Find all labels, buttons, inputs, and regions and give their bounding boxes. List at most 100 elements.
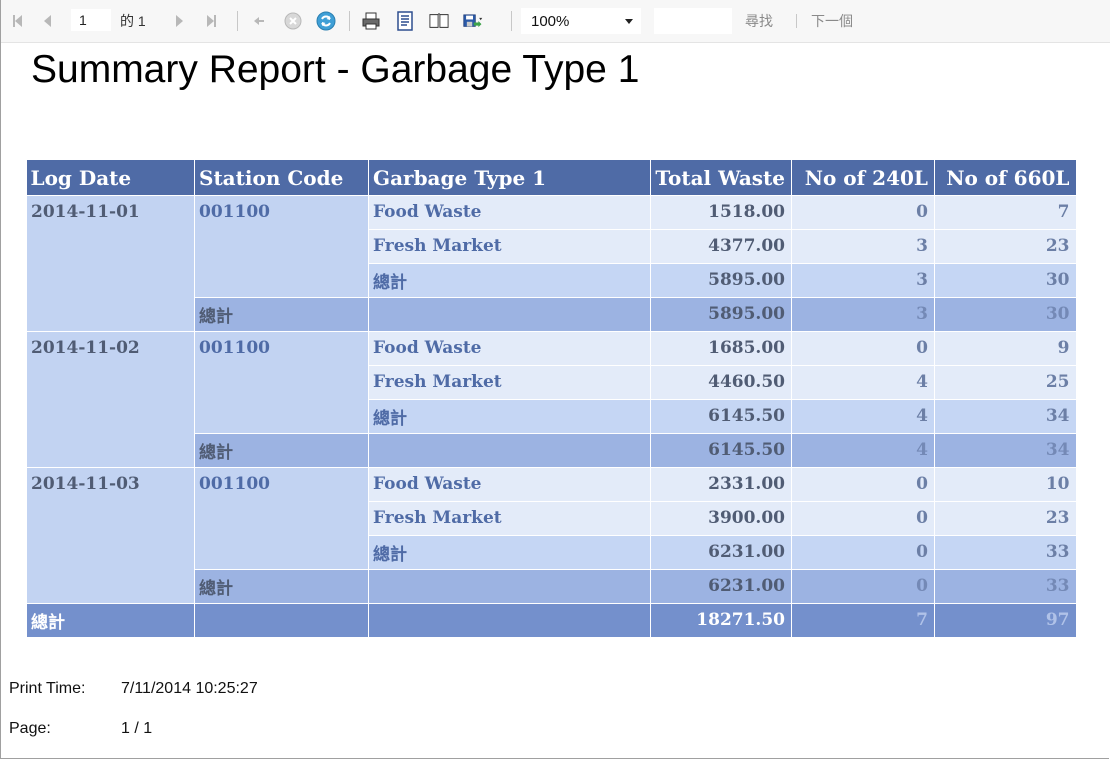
- no-240l-cell: 0: [791, 194, 935, 229]
- type-subtotal-row: 總計 6145.50 4 34: [27, 398, 1076, 433]
- station-code-cell: 001100: [194, 466, 369, 569]
- print-time-label: Print Time:: [9, 680, 86, 697]
- last-page-button[interactable]: [201, 0, 221, 42]
- total-waste-cell: 1685.00: [650, 330, 792, 365]
- total-pages: 1: [137, 13, 146, 29]
- no-660l-cell: 23: [934, 500, 1076, 535]
- print-icon: [361, 11, 381, 31]
- table-row: 2014-11-03 001100 Food Waste 2331.00 0 1…: [26, 466, 1076, 603]
- current-page-input[interactable]: [71, 9, 111, 31]
- back-button[interactable]: [249, 0, 269, 42]
- page-info: Page: 1 / 1: [9, 720, 152, 738]
- total-waste-cell: 3900.00: [650, 500, 792, 535]
- chevron-down-icon: [625, 19, 633, 24]
- report-title: Summary Report - Garbage Type 1: [31, 48, 640, 91]
- print-layout-icon: [395, 11, 415, 31]
- export-button[interactable]: [463, 0, 483, 42]
- subtotal-no-240l: 4: [791, 398, 935, 433]
- find-link[interactable]: 尋找: [745, 13, 773, 29]
- type-subtotal-row: 總計 5895.00 3 30: [27, 262, 1076, 297]
- no-240l-cell: 0: [791, 330, 935, 365]
- zoom-value: 100%: [531, 12, 570, 30]
- next-link[interactable]: 下一個: [811, 13, 853, 29]
- grand-total-no-240l: 7: [791, 602, 935, 637]
- station-subtotal-no-660l: 30: [934, 296, 1076, 331]
- no-240l-cell: 0: [791, 466, 935, 501]
- station-subtotal-total-waste: 5895.00: [650, 296, 792, 331]
- total-waste-cell: 2331.00: [650, 466, 792, 501]
- station-code-cell: 001100: [194, 194, 369, 297]
- page-value: 1 / 1: [121, 720, 153, 737]
- export-icon: [463, 11, 483, 31]
- station-subtotal-no-240l: 4: [791, 432, 935, 467]
- station-subtotal-no-660l: 33: [934, 568, 1076, 603]
- no-660l-cell: 7: [934, 194, 1076, 229]
- station-subtotal-no-240l: 0: [791, 568, 935, 603]
- refresh-button[interactable]: [316, 0, 336, 42]
- prev-page-button[interactable]: [37, 0, 57, 42]
- subtotal-no-240l: 3: [791, 262, 935, 297]
- last-page-icon: [201, 11, 221, 31]
- subtotal-no-660l: 33: [934, 534, 1076, 569]
- garbage-type-cell: Fresh Market: [368, 500, 651, 535]
- first-page-button[interactable]: [7, 0, 27, 42]
- grand-total-waste: 18271.50: [650, 602, 792, 637]
- table-row: Fresh Market 4460.50 4 25: [27, 364, 1076, 399]
- table-header-row: Log Date Station Code Garbage Type 1 Tot…: [26, 160, 1076, 195]
- page-setup-button[interactable]: [429, 0, 449, 42]
- station-subtotal-row: 總計 6145.50 4 34: [27, 432, 1076, 467]
- subtotal-no-660l: 34: [934, 398, 1076, 433]
- station-subtotal-no-240l: 3: [791, 296, 935, 331]
- empty-cell: [194, 602, 369, 637]
- header-garbage-type: Garbage Type 1: [368, 160, 651, 195]
- print-layout-button[interactable]: [395, 0, 415, 42]
- no-660l-cell: 10: [934, 466, 1076, 501]
- grand-total-label: 總計: [26, 602, 195, 637]
- empty-cell: [368, 602, 651, 637]
- table-row: 2014-11-01 001100 Food Waste 1518.00 0 7: [26, 194, 1076, 331]
- log-date-cell: 2014-11-03: [26, 466, 195, 603]
- page-setup-icon: [429, 11, 449, 31]
- print-time-value: 7/11/2014 10:25:27: [121, 680, 258, 697]
- table-row: Fresh Market 4377.00 3 23: [27, 228, 1076, 263]
- log-date-cell: 2014-11-01: [26, 194, 195, 331]
- header-log-date: Log Date: [26, 160, 195, 195]
- station-subtotal-label: 總計: [194, 296, 369, 331]
- subtotal-total-waste: 5895.00: [650, 262, 792, 297]
- subtotal-total-waste: 6145.50: [650, 398, 792, 433]
- page-label: Page:: [9, 720, 51, 737]
- prev-page-icon: [37, 11, 57, 31]
- zoom-select[interactable]: 100%: [521, 8, 641, 34]
- station-subtotal-label: 總計: [194, 432, 369, 467]
- table-row: Fresh Market 3900.00 0 23: [27, 500, 1076, 535]
- type-subtotal-row: 總計 6231.00 0 33: [27, 534, 1076, 569]
- stop-button[interactable]: [283, 0, 303, 42]
- no-240l-cell: 4: [791, 364, 935, 399]
- grand-total-no-660l: 97: [934, 602, 1076, 637]
- report-toolbar: 的 1: [1, 0, 1110, 43]
- no-660l-cell: 23: [934, 228, 1076, 263]
- subtotal-total-waste: 6231.00: [650, 534, 792, 569]
- garbage-type-cell: Fresh Market: [368, 228, 651, 263]
- garbage-type-cell: Food Waste: [368, 466, 651, 501]
- total-waste-cell: 1518.00: [650, 194, 792, 229]
- subtotal-no-240l: 0: [791, 534, 935, 569]
- garbage-type-cell: Food Waste: [368, 194, 651, 229]
- station-subtotal-no-660l: 34: [934, 432, 1076, 467]
- find-input[interactable]: [654, 8, 732, 34]
- of-label: 的 1: [120, 13, 146, 29]
- next-page-button[interactable]: [169, 0, 189, 42]
- header-station-code: Station Code: [194, 160, 369, 195]
- log-date-cell: 2014-11-02: [26, 330, 195, 467]
- no-660l-cell: 25: [934, 364, 1076, 399]
- print-button[interactable]: [361, 0, 381, 42]
- summary-table: Log Date Station Code Garbage Type 1 Tot…: [26, 160, 1076, 637]
- stop-icon: [283, 11, 303, 31]
- subtotal-label: 總計: [368, 398, 651, 433]
- station-subtotal-label: 總計: [194, 568, 369, 603]
- subtotal-label: 總計: [368, 262, 651, 297]
- first-page-icon: [7, 11, 27, 31]
- header-no-660l: No of 660L: [934, 160, 1076, 195]
- station-subtotal-total-waste: 6231.00: [650, 568, 792, 603]
